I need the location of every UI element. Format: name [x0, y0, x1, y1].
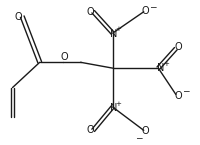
- Text: N: N: [110, 103, 117, 113]
- Text: O: O: [86, 7, 94, 17]
- Text: O: O: [175, 91, 183, 101]
- Text: N: N: [157, 63, 164, 73]
- Text: −: −: [182, 86, 189, 95]
- Text: O: O: [15, 12, 22, 22]
- Text: O: O: [142, 126, 149, 136]
- Text: +: +: [116, 26, 121, 32]
- Text: N: N: [110, 29, 117, 39]
- Text: −: −: [149, 2, 156, 11]
- Text: O: O: [86, 125, 94, 135]
- Text: −: −: [135, 134, 143, 143]
- Text: O: O: [175, 42, 183, 52]
- Text: O: O: [60, 52, 68, 62]
- Text: O: O: [142, 6, 149, 16]
- Text: +: +: [116, 101, 121, 107]
- Text: +: +: [163, 61, 169, 67]
